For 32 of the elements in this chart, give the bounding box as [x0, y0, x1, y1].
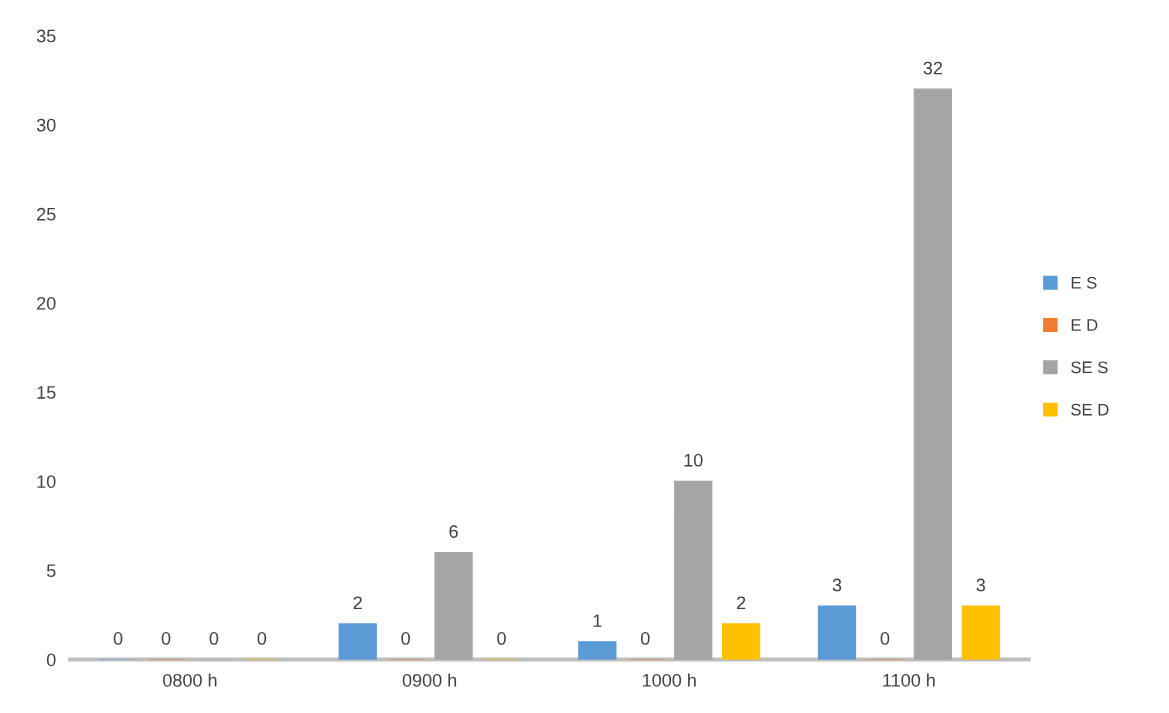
- data-label: 0: [640, 632, 650, 645]
- y-tick-label: 20: [37, 296, 56, 310]
- data-label: 10: [684, 453, 703, 467]
- data-label: 0: [497, 632, 506, 645]
- x-tick-label: 1100 h: [883, 673, 935, 687]
- legend-label: E D: [1071, 319, 1098, 331]
- data-label: 0: [401, 632, 410, 645]
- data-label: 0: [209, 632, 219, 645]
- data-label: 32: [923, 61, 942, 75]
- data-label: 2: [353, 596, 362, 610]
- x-tick-label: 0800 h: [163, 673, 217, 687]
- data-label: 3: [832, 578, 842, 592]
- legend-label: SE D: [1071, 403, 1109, 416]
- data-label: 1: [593, 614, 602, 627]
- data-label: 6: [449, 525, 458, 538]
- data-label: 0: [880, 632, 890, 645]
- legend-label: E S: [1071, 276, 1097, 289]
- legend-label: SE S: [1071, 361, 1108, 374]
- data-label: 3: [976, 578, 986, 592]
- y-tick-label: 30: [36, 118, 56, 132]
- y-tick-label: 10: [37, 475, 56, 488]
- data-label: 2: [737, 596, 746, 610]
- y-tick-label: 5: [46, 564, 56, 578]
- y-tick-label: 35: [36, 29, 56, 43]
- data-label: 0: [113, 632, 123, 645]
- data-label: 0: [257, 632, 267, 645]
- x-tick-label: 0900 h: [402, 673, 457, 687]
- y-tick-label: 0: [46, 653, 56, 667]
- y-tick-label: 25: [37, 207, 56, 221]
- data-label: 0: [161, 632, 171, 645]
- x-tick-label: 1000 h: [643, 673, 696, 687]
- y-tick-label: 15: [37, 386, 56, 399]
